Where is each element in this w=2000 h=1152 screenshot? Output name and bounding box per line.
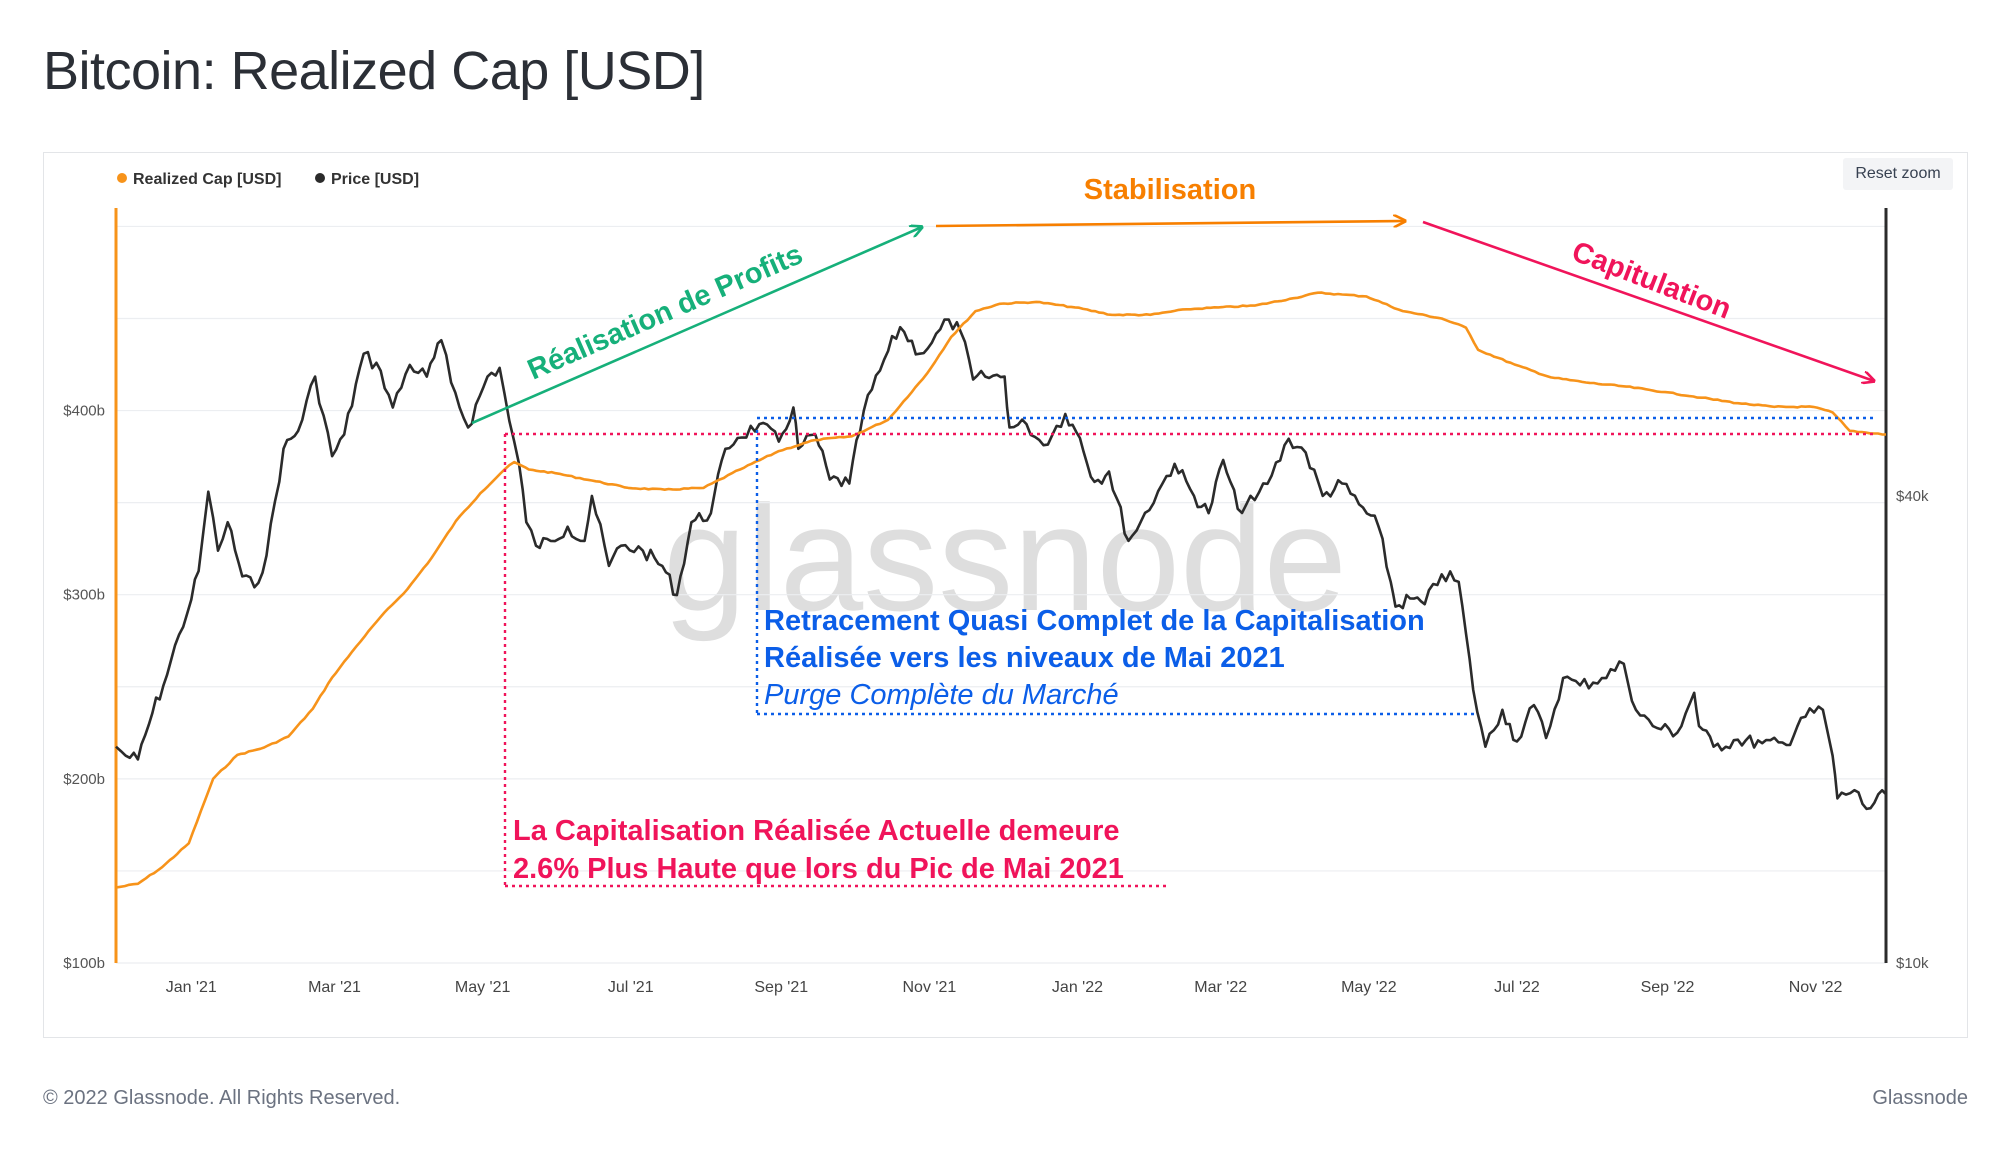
footer-copyright: © 2022 Glassnode. All Rights Reserved. xyxy=(43,1087,401,1109)
chart-frame xyxy=(43,152,1968,1038)
reset-zoom-button[interactable]: Reset zoom xyxy=(1843,158,1953,190)
footer-brand: Glassnode xyxy=(1872,1087,1968,1109)
page-title: Bitcoin: Realized Cap [USD] xyxy=(43,41,705,101)
